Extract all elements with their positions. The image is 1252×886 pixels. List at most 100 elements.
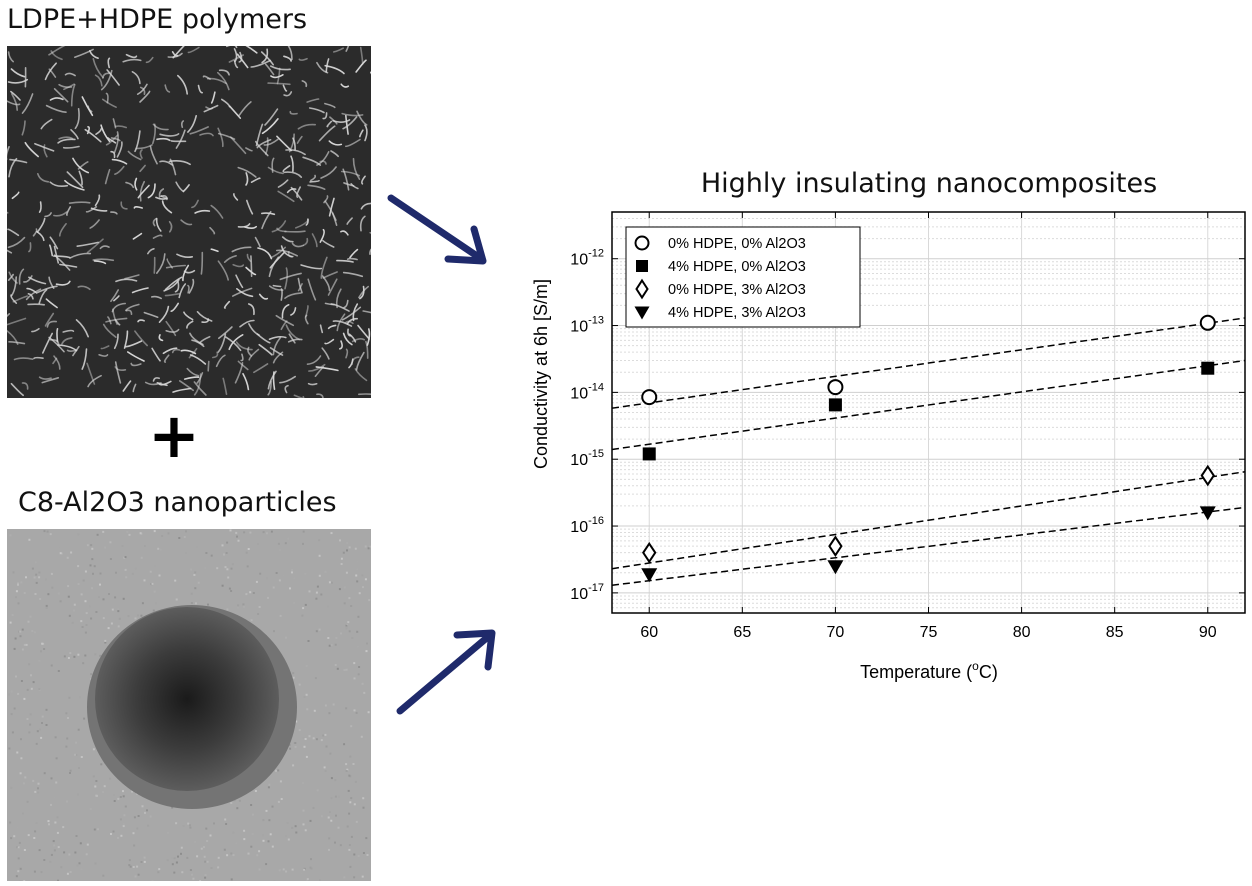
tem-grain bbox=[243, 838, 246, 841]
sem-fiber bbox=[139, 90, 151, 103]
tem-grain bbox=[364, 545, 367, 548]
tem-grain bbox=[132, 832, 135, 835]
tem-grain bbox=[144, 811, 146, 814]
tem-grain bbox=[226, 568, 229, 571]
sem-fiber bbox=[304, 314, 309, 325]
tem-grain bbox=[74, 753, 76, 756]
tem-grain bbox=[40, 736, 43, 739]
tem-grain bbox=[11, 731, 14, 734]
tem-grain bbox=[97, 828, 99, 831]
tem-grain bbox=[85, 853, 88, 856]
sem-fiber bbox=[307, 382, 318, 386]
tem-grain bbox=[17, 857, 20, 860]
tem-grain bbox=[301, 614, 304, 617]
sem-fiber bbox=[111, 158, 128, 165]
tem-grain bbox=[20, 738, 22, 741]
tem-grain bbox=[40, 650, 42, 653]
sem-fiber bbox=[245, 266, 257, 276]
tem-grain bbox=[185, 551, 187, 554]
tem-grain bbox=[349, 755, 352, 758]
tem-grain bbox=[324, 770, 327, 772]
tem-grain bbox=[256, 854, 259, 857]
tem-grain bbox=[172, 855, 175, 858]
tem-grain bbox=[223, 848, 226, 851]
tem-grain bbox=[345, 763, 348, 766]
sem-fiber bbox=[132, 232, 143, 240]
tem-grain bbox=[131, 572, 134, 575]
tem-grain bbox=[351, 637, 354, 639]
tem-grain bbox=[50, 777, 53, 780]
tem-grain bbox=[300, 872, 303, 875]
tem-grain bbox=[82, 662, 85, 665]
sem-fiber bbox=[87, 105, 93, 113]
sem-fiber bbox=[72, 345, 80, 357]
tem-grain bbox=[99, 572, 102, 575]
sem-fiber bbox=[27, 303, 45, 306]
tem-grain bbox=[304, 603, 307, 606]
sem-fiber bbox=[136, 83, 148, 95]
sem-fiber bbox=[328, 140, 343, 146]
sem-fiber bbox=[281, 304, 290, 319]
sem-fiber bbox=[24, 141, 39, 158]
data-point-triangle bbox=[641, 568, 658, 583]
tem-grain bbox=[329, 752, 332, 755]
tem-grain bbox=[349, 801, 352, 804]
sem-fiber bbox=[217, 333, 227, 353]
tem-grain bbox=[191, 873, 194, 876]
tem-grain bbox=[320, 739, 323, 742]
sem-fiber bbox=[99, 245, 110, 250]
sem-fiber bbox=[342, 332, 353, 346]
sem-fiber bbox=[21, 382, 29, 390]
tem-grain bbox=[125, 576, 128, 579]
tem-grain bbox=[75, 741, 78, 744]
sem-fiber bbox=[245, 172, 249, 186]
tem-grain bbox=[167, 532, 170, 535]
sem-fiber bbox=[297, 123, 316, 130]
tem-grain bbox=[355, 820, 358, 823]
tem-grain bbox=[17, 582, 19, 585]
sem-fiber bbox=[282, 165, 291, 172]
tem-grain bbox=[49, 860, 52, 863]
tem-grain bbox=[54, 821, 57, 824]
tem-grain bbox=[340, 632, 342, 635]
sem-fiber bbox=[70, 83, 76, 107]
tem-grain bbox=[343, 743, 346, 746]
tem-grain bbox=[80, 620, 83, 623]
tem-grain bbox=[94, 653, 97, 656]
sem-fiber bbox=[264, 108, 279, 126]
tem-grain bbox=[348, 844, 351, 846]
tem-grain bbox=[345, 571, 348, 574]
sem-fiber bbox=[277, 179, 289, 188]
upper-arrow-icon bbox=[387, 194, 487, 265]
tem-grain bbox=[90, 544, 93, 547]
tem-grain bbox=[69, 871, 72, 873]
legend-marker bbox=[636, 260, 648, 272]
tem-grain bbox=[294, 742, 297, 744]
tem-grain bbox=[226, 608, 229, 611]
sem-fiber bbox=[264, 63, 275, 76]
tem-grain bbox=[15, 590, 18, 593]
tem-grain bbox=[348, 774, 351, 777]
tem-grain bbox=[358, 592, 361, 595]
tem-grain bbox=[77, 533, 80, 536]
tem-grain bbox=[111, 608, 114, 611]
tem-grain bbox=[325, 745, 328, 748]
tem-grain bbox=[364, 578, 367, 581]
sem-fiber bbox=[7, 51, 14, 63]
sem-fiber bbox=[221, 98, 231, 108]
tem-grain bbox=[345, 668, 348, 671]
tem-grain bbox=[238, 799, 241, 802]
sem-fiber bbox=[284, 230, 306, 233]
sem-fiber bbox=[152, 217, 157, 227]
sem-fiber bbox=[127, 351, 145, 362]
sem-fiber bbox=[236, 288, 254, 298]
y-tick-label: 10-17 bbox=[570, 582, 604, 603]
tem-grain bbox=[73, 609, 76, 612]
sem-fiber bbox=[87, 374, 102, 388]
sem-fiber bbox=[139, 164, 146, 173]
sem-fiber bbox=[282, 84, 288, 92]
sem-fiber bbox=[232, 263, 245, 268]
tem-grain bbox=[298, 683, 301, 686]
tem-grain bbox=[140, 861, 143, 863]
sem-fiber bbox=[260, 51, 274, 66]
